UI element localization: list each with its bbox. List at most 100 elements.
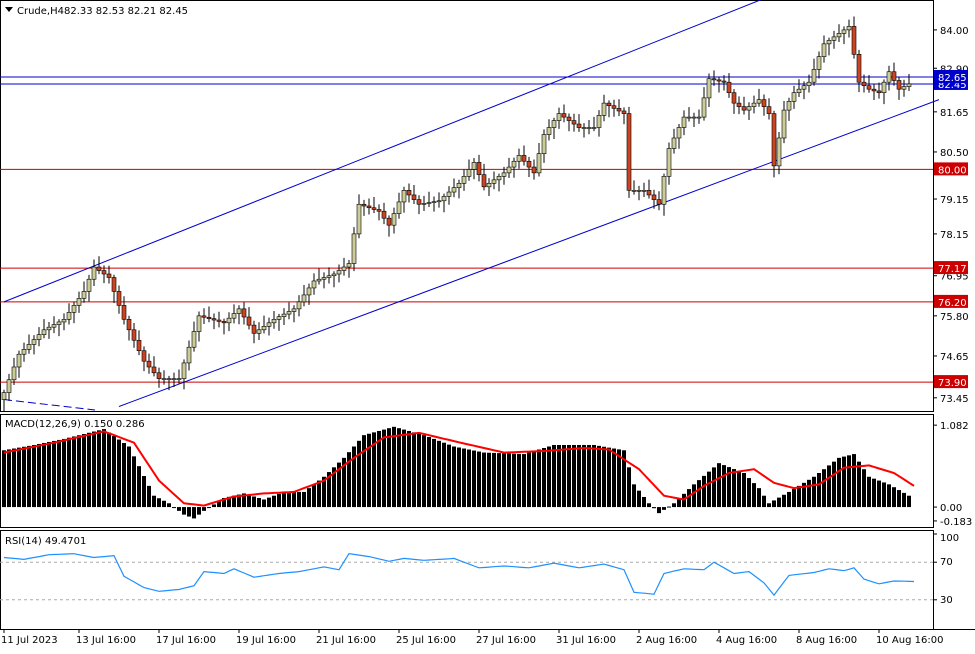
candle[interactable] bbox=[281, 308, 287, 326]
candle[interactable] bbox=[436, 192, 442, 208]
candle[interactable] bbox=[111, 274, 117, 303]
candle[interactable] bbox=[411, 185, 417, 204]
candle[interactable] bbox=[156, 367, 162, 388]
candle[interactable] bbox=[141, 346, 147, 372]
candle[interactable] bbox=[441, 193, 447, 213]
candle[interactable] bbox=[681, 110, 687, 136]
candle[interactable] bbox=[361, 199, 367, 216]
candle[interactable] bbox=[656, 191, 662, 211]
candle[interactable] bbox=[861, 74, 867, 93]
candle[interactable] bbox=[501, 166, 507, 185]
candle[interactable] bbox=[591, 116, 597, 132]
candle[interactable] bbox=[796, 79, 802, 98]
candle[interactable] bbox=[461, 169, 467, 191]
candle[interactable] bbox=[61, 313, 67, 331]
candle[interactable] bbox=[641, 182, 647, 198]
candle[interactable] bbox=[216, 311, 222, 328]
candle[interactable] bbox=[126, 315, 132, 341]
candle[interactable] bbox=[386, 215, 392, 237]
candle[interactable] bbox=[716, 77, 722, 93]
candle[interactable] bbox=[236, 305, 242, 325]
candle[interactable] bbox=[171, 372, 177, 387]
candle[interactable] bbox=[476, 154, 482, 182]
candle[interactable] bbox=[381, 202, 387, 225]
candle[interactable] bbox=[176, 369, 182, 384]
candle[interactable] bbox=[746, 102, 752, 121]
candle[interactable] bbox=[291, 305, 297, 323]
candle[interactable] bbox=[556, 107, 562, 129]
candle[interactable] bbox=[51, 316, 57, 334]
candle[interactable] bbox=[841, 26, 847, 45]
candle[interactable] bbox=[1, 389, 7, 412]
candle[interactable] bbox=[666, 142, 672, 185]
candle[interactable] bbox=[331, 271, 337, 288]
dashed-trend-line[interactable] bbox=[3, 399, 96, 411]
candle[interactable] bbox=[356, 194, 362, 239]
candle[interactable] bbox=[81, 281, 87, 303]
candle[interactable] bbox=[396, 192, 402, 219]
candle[interactable] bbox=[246, 307, 252, 330]
candle[interactable] bbox=[21, 342, 27, 362]
channel-lower-line[interactable] bbox=[118, 99, 940, 407]
candle[interactable] bbox=[86, 274, 92, 302]
candle[interactable] bbox=[186, 340, 192, 371]
candle[interactable] bbox=[531, 159, 537, 180]
candle[interactable] bbox=[776, 132, 782, 175]
candle[interactable] bbox=[806, 74, 812, 93]
candle[interactable] bbox=[276, 313, 282, 331]
candle[interactable] bbox=[201, 308, 207, 324]
candle[interactable] bbox=[791, 85, 797, 109]
candle[interactable] bbox=[771, 110, 777, 178]
candle[interactable] bbox=[251, 320, 257, 344]
candle[interactable] bbox=[851, 16, 857, 59]
candle[interactable] bbox=[286, 302, 292, 320]
candle[interactable] bbox=[631, 180, 637, 195]
candle[interactable] bbox=[596, 110, 602, 137]
candle[interactable] bbox=[76, 291, 82, 313]
candle[interactable] bbox=[316, 268, 322, 285]
candle[interactable] bbox=[376, 204, 382, 221]
candle[interactable] bbox=[311, 273, 317, 295]
candle[interactable] bbox=[576, 114, 582, 132]
channel-upper-line[interactable] bbox=[3, 0, 764, 303]
candle[interactable] bbox=[406, 183, 412, 203]
price-pane[interactable]: 84.00 82.90 81.65 80.50 79.15 78.15 76.95 75.80… bbox=[0, 0, 969, 412]
candle[interactable] bbox=[16, 350, 22, 378]
candle[interactable] bbox=[516, 148, 522, 169]
candle[interactable] bbox=[646, 179, 652, 199]
candle[interactable] bbox=[601, 94, 607, 122]
candle[interactable] bbox=[26, 334, 32, 354]
candle[interactable] bbox=[676, 123, 682, 149]
candle[interactable] bbox=[191, 321, 197, 352]
candle[interactable] bbox=[366, 198, 372, 215]
candle[interactable] bbox=[871, 84, 877, 101]
candle[interactable] bbox=[901, 79, 907, 97]
candle[interactable] bbox=[636, 185, 642, 201]
candle[interactable] bbox=[181, 359, 187, 390]
candle[interactable] bbox=[466, 159, 472, 181]
candle[interactable] bbox=[766, 98, 772, 120]
candle[interactable] bbox=[906, 74, 912, 91]
candle[interactable] bbox=[401, 186, 407, 213]
candle[interactable] bbox=[891, 62, 897, 86]
candle[interactable] bbox=[886, 65, 892, 91]
candle[interactable] bbox=[346, 259, 352, 278]
candle[interactable] bbox=[321, 272, 327, 289]
candle[interactable] bbox=[241, 302, 247, 325]
candle[interactable] bbox=[751, 95, 757, 114]
candle[interactable] bbox=[706, 73, 712, 108]
candle[interactable] bbox=[866, 74, 872, 93]
candle[interactable] bbox=[491, 171, 497, 190]
candle[interactable] bbox=[371, 197, 377, 214]
candle[interactable] bbox=[231, 304, 237, 324]
candle[interactable] bbox=[421, 195, 427, 212]
candle[interactable] bbox=[846, 19, 852, 38]
candle[interactable] bbox=[616, 99, 622, 117]
candle[interactable] bbox=[551, 117, 557, 140]
candle[interactable] bbox=[456, 179, 462, 199]
candle[interactable] bbox=[336, 264, 342, 283]
candle[interactable] bbox=[696, 109, 702, 124]
candle[interactable] bbox=[266, 317, 272, 336]
candle[interactable] bbox=[896, 76, 902, 100]
